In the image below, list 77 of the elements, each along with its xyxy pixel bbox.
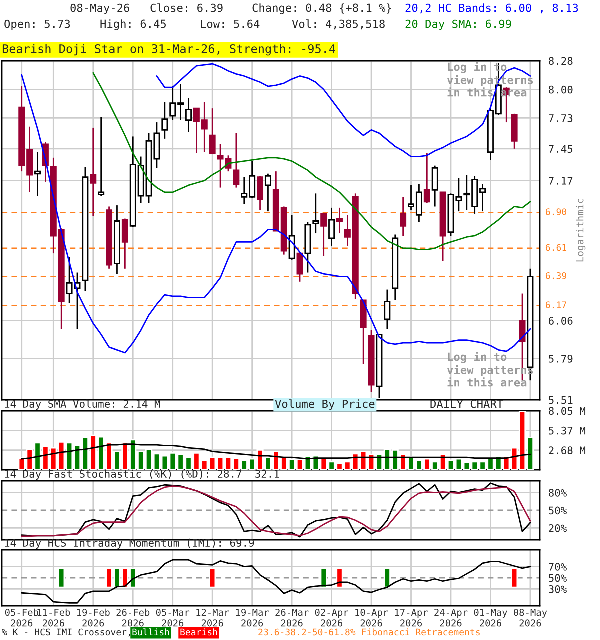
text: 23.6-38.2-50-61.8% Fibonacci Retracements — [258, 628, 480, 636]
x-tick-label: 26-Feb 2026 — [116, 608, 150, 627]
x-tick-label: 02-Apr 2026 — [315, 608, 348, 627]
ref-line-label: 6.39 — [546, 272, 567, 280]
x-tick-label: 19-Feb 2026 — [77, 608, 110, 627]
y-tick-label: 50% — [549, 506, 567, 515]
y-tick-label: 70% — [549, 563, 567, 571]
y-tick-label: 50% — [549, 574, 567, 582]
line-series — [21, 74, 532, 354]
candlestick — [34, 152, 41, 197]
text: Bullish — [132, 628, 170, 636]
candlestick — [424, 152, 430, 204]
text: 20 Day SMA: 6.99 — [406, 20, 512, 30]
x-tick-label: 19-Mar 2026 — [236, 608, 270, 627]
y-tick-label: 7.17 — [549, 177, 573, 185]
ref-line-label: 6.17 — [546, 302, 566, 308]
legend-title: % K - HCS IMI Crossover, — [2, 628, 130, 637]
y-tick-label: 5.79 — [549, 354, 573, 363]
candlestick — [257, 175, 264, 212]
y-tick-label: 80% — [549, 489, 567, 497]
candlestick — [296, 252, 304, 283]
candlestick — [336, 207, 343, 234]
x-tick-label: 24-Apr 2026 — [434, 608, 468, 627]
y-tick-label: 8.28 — [549, 57, 573, 66]
text: 08-May-26 — [70, 4, 130, 14]
x-tick-label: 05-Mar 2026 — [156, 608, 190, 627]
ref-line-label: 6.61 — [546, 244, 567, 252]
text: Open: 5.73 — [4, 20, 70, 30]
text: 20,2 HC Bands: 6.00 , 8.13 — [406, 4, 578, 14]
x-tick-label: 01-May 2026 — [474, 608, 508, 627]
candlestick — [233, 132, 240, 188]
candlestick — [384, 289, 391, 330]
chart-title: 14 Day HCS Intraday Momentum (IMI): 69.9 — [5, 538, 254, 549]
chart-title: Bearish Doji Star on 31-Mar-26, Strength: -95.4 — [2, 44, 336, 56]
candlestick — [90, 127, 97, 218]
y-tick-label: 8.05 M — [549, 407, 586, 416]
annotation: DAILY CHART — [430, 400, 504, 408]
y-tick-label: 5.51 — [549, 396, 573, 404]
text: Vol: 4,385,518 — [292, 20, 385, 30]
y-tick-label: 5.37 M — [549, 426, 586, 435]
candlestick — [432, 165, 438, 208]
y-tick-label: 8.00 — [549, 86, 573, 94]
candlestick — [264, 173, 272, 212]
line-series — [92, 72, 532, 250]
text: Close: 6.39 — [150, 4, 223, 12]
candlestick — [400, 196, 407, 237]
x-tick-label: 08-May 2026 — [514, 608, 548, 627]
y-tick-label: 2.68 M — [549, 446, 586, 454]
text: Change: 0.48 {+8.1 %} — [252, 4, 392, 14]
chart-title: 14 Day SMA Volume: 2.14 M — [5, 400, 160, 410]
text: Low: 5.64 — [201, 20, 260, 28]
annotation: Volume By Price — [275, 400, 375, 410]
x-tick-label: 11-Feb 2026 — [38, 608, 70, 627]
line-series — [156, 63, 532, 158]
y-tick-label: 7.45 — [549, 145, 573, 154]
ref-line-label: 6.90 — [546, 208, 567, 216]
text: High: 6.45 — [100, 20, 166, 30]
candlestick — [162, 102, 168, 140]
candlestick — [122, 218, 128, 270]
chart-title: 14 Day Fast Stochastic (%K) (%D): 28.7 32.1 — [5, 470, 280, 480]
y-axis-title: Logarithmic — [576, 199, 586, 262]
y-tick-label: 20% — [549, 524, 567, 532]
candlestick — [288, 214, 296, 261]
x-tick-label: 05-Feb 2026 — [5, 608, 38, 627]
y-tick-label: 6.06 — [549, 317, 573, 325]
candlestick — [98, 116, 105, 197]
x-tick-label: 12-Mar 2026 — [196, 608, 230, 627]
candlestick — [209, 108, 216, 154]
x-tick-label: 26-Mar 2026 — [276, 608, 309, 627]
text: Bearish — [180, 628, 218, 636]
candlestick — [328, 207, 336, 247]
x-tick-label: 10-Apr 2026 — [356, 608, 388, 627]
y-tick-label: 30% — [549, 585, 567, 594]
candlestick — [186, 97, 192, 134]
x-tick-label: 17-Apr 2026 — [395, 609, 428, 627]
y-tick-label: 7.73 — [549, 114, 573, 122]
candlestick — [320, 213, 328, 257]
